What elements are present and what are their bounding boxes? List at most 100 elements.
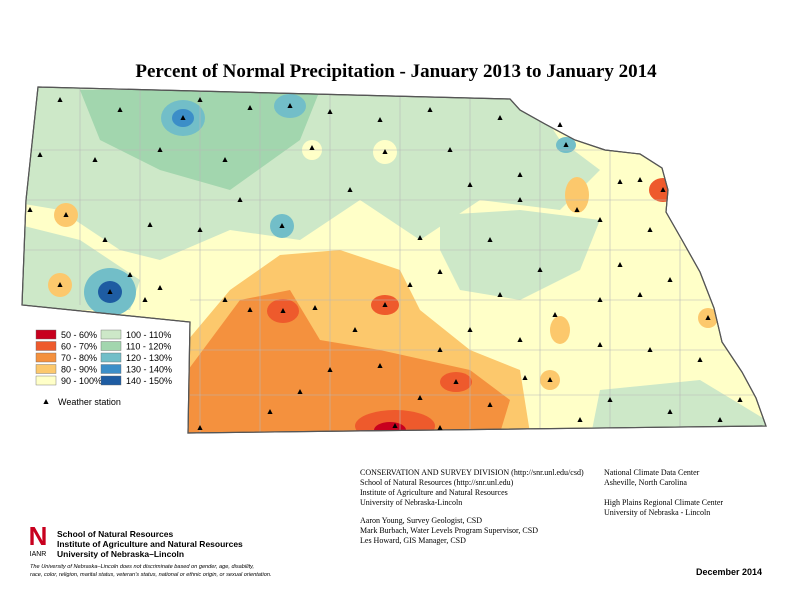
station-marker bbox=[57, 282, 63, 287]
station-marker bbox=[147, 222, 153, 227]
station-marker bbox=[453, 379, 459, 384]
station-marker bbox=[447, 147, 453, 152]
station-marker bbox=[607, 397, 613, 402]
legend-station-label: Weather station bbox=[58, 397, 121, 407]
station-marker bbox=[197, 425, 203, 430]
station-marker bbox=[517, 197, 523, 202]
station-marker bbox=[142, 297, 148, 302]
station-marker bbox=[247, 307, 253, 312]
legend-swatch bbox=[35, 352, 57, 363]
legend-swatch bbox=[100, 341, 122, 351]
credit-line: Les Howard, GIS Manager, CSD bbox=[360, 536, 466, 545]
station-marker bbox=[382, 302, 388, 307]
credit-line: High Plains Regional Climate Center bbox=[604, 498, 723, 507]
credits: CONSERVATION AND SURVEY DIVISION (http:/… bbox=[360, 468, 723, 545]
station-marker bbox=[279, 223, 285, 228]
station-marker bbox=[197, 97, 203, 102]
logo-mark: N bbox=[29, 521, 48, 551]
map-title: Percent of Normal Precipitation - Januar… bbox=[135, 61, 657, 82]
credit-line: Mark Burbach, Water Levels Program Super… bbox=[360, 526, 538, 535]
legend-label: 50 - 60% bbox=[61, 330, 97, 340]
station-marker bbox=[27, 207, 33, 212]
station-marker bbox=[517, 337, 523, 342]
county-lines bbox=[22, 88, 760, 433]
logo-line: University of Nebraska–Lincoln bbox=[57, 549, 184, 559]
station-marker bbox=[157, 285, 163, 290]
station-marker bbox=[467, 327, 473, 332]
station-marker bbox=[197, 227, 203, 232]
credit-line: CONSERVATION AND SURVEY DIVISION (http:/… bbox=[360, 468, 584, 477]
legend-label: 140 - 150% bbox=[126, 376, 172, 386]
station-marker bbox=[237, 197, 243, 202]
station-marker bbox=[407, 282, 413, 287]
station-marker bbox=[667, 277, 673, 282]
state-outline bbox=[21, 86, 767, 434]
station-marker bbox=[563, 142, 569, 147]
station-marker bbox=[377, 117, 383, 122]
station-marker bbox=[717, 417, 723, 422]
station-marker bbox=[497, 292, 503, 297]
station-marker bbox=[427, 107, 433, 112]
legend-swatch bbox=[100, 352, 122, 363]
station-marker bbox=[377, 363, 383, 368]
station-marker bbox=[222, 297, 228, 302]
legend-label: 130 - 140% bbox=[126, 365, 172, 375]
station-marker bbox=[577, 417, 583, 422]
precip-surface bbox=[22, 87, 766, 433]
station-marker bbox=[517, 172, 523, 177]
station-marker bbox=[347, 187, 353, 192]
station-marker bbox=[597, 217, 603, 222]
station-marker bbox=[537, 267, 543, 272]
legend-label: 120 - 130% bbox=[126, 353, 172, 363]
station-marker bbox=[437, 425, 443, 430]
station-marker bbox=[280, 308, 286, 313]
station-marker bbox=[382, 149, 388, 154]
legend-label: 70 - 80% bbox=[61, 353, 97, 363]
station-marker bbox=[417, 235, 423, 240]
station-marker bbox=[92, 157, 98, 162]
logo: N IANR bbox=[29, 521, 48, 558]
legend-label: 80 - 90% bbox=[61, 365, 97, 375]
station-marker bbox=[617, 262, 623, 267]
station-marker bbox=[522, 375, 528, 380]
station-marker bbox=[597, 297, 603, 302]
legend-swatch bbox=[35, 341, 57, 351]
legend-swatch bbox=[100, 364, 122, 374]
logo-line: School of Natural Resources bbox=[57, 529, 173, 539]
station-marker bbox=[617, 179, 623, 184]
credit-line: Asheville, North Carolina bbox=[604, 478, 687, 487]
credit-line: National Climate Data Center bbox=[604, 468, 700, 477]
logo-line: Institute of Agriculture and Natural Res… bbox=[57, 539, 243, 549]
station-marker bbox=[637, 292, 643, 297]
station-marker bbox=[102, 237, 108, 242]
station-marker bbox=[117, 107, 123, 112]
station-marker bbox=[487, 237, 493, 242]
station-marker bbox=[297, 389, 303, 394]
legend-label: 90 - 100% bbox=[61, 376, 102, 386]
station-marker bbox=[497, 115, 503, 120]
legend-swatch bbox=[35, 364, 57, 374]
credit-line: University of Nebraska - Lincoln bbox=[604, 508, 710, 517]
station-marker bbox=[574, 207, 580, 212]
station-marker bbox=[557, 122, 563, 127]
station-marker bbox=[660, 187, 666, 192]
station-marker bbox=[127, 272, 133, 277]
station-marker bbox=[552, 312, 558, 317]
station-marker bbox=[57, 97, 63, 102]
logo-sub: IANR bbox=[30, 551, 47, 558]
station-marker bbox=[737, 397, 743, 402]
station-marker bbox=[267, 409, 273, 414]
legend-swatch bbox=[35, 329, 57, 340]
station-marker bbox=[667, 409, 673, 414]
station-marker bbox=[37, 152, 43, 157]
station-marker bbox=[697, 357, 703, 362]
station-marker bbox=[157, 147, 163, 152]
station-marker bbox=[180, 115, 186, 120]
station-marker bbox=[309, 145, 315, 150]
date: December 2014 bbox=[696, 567, 762, 577]
station-marker bbox=[352, 327, 358, 332]
legend-label: 60 - 70% bbox=[61, 342, 97, 352]
station-marker bbox=[487, 402, 493, 407]
credit-line: University of Nebraska-Lincoln bbox=[360, 498, 462, 507]
